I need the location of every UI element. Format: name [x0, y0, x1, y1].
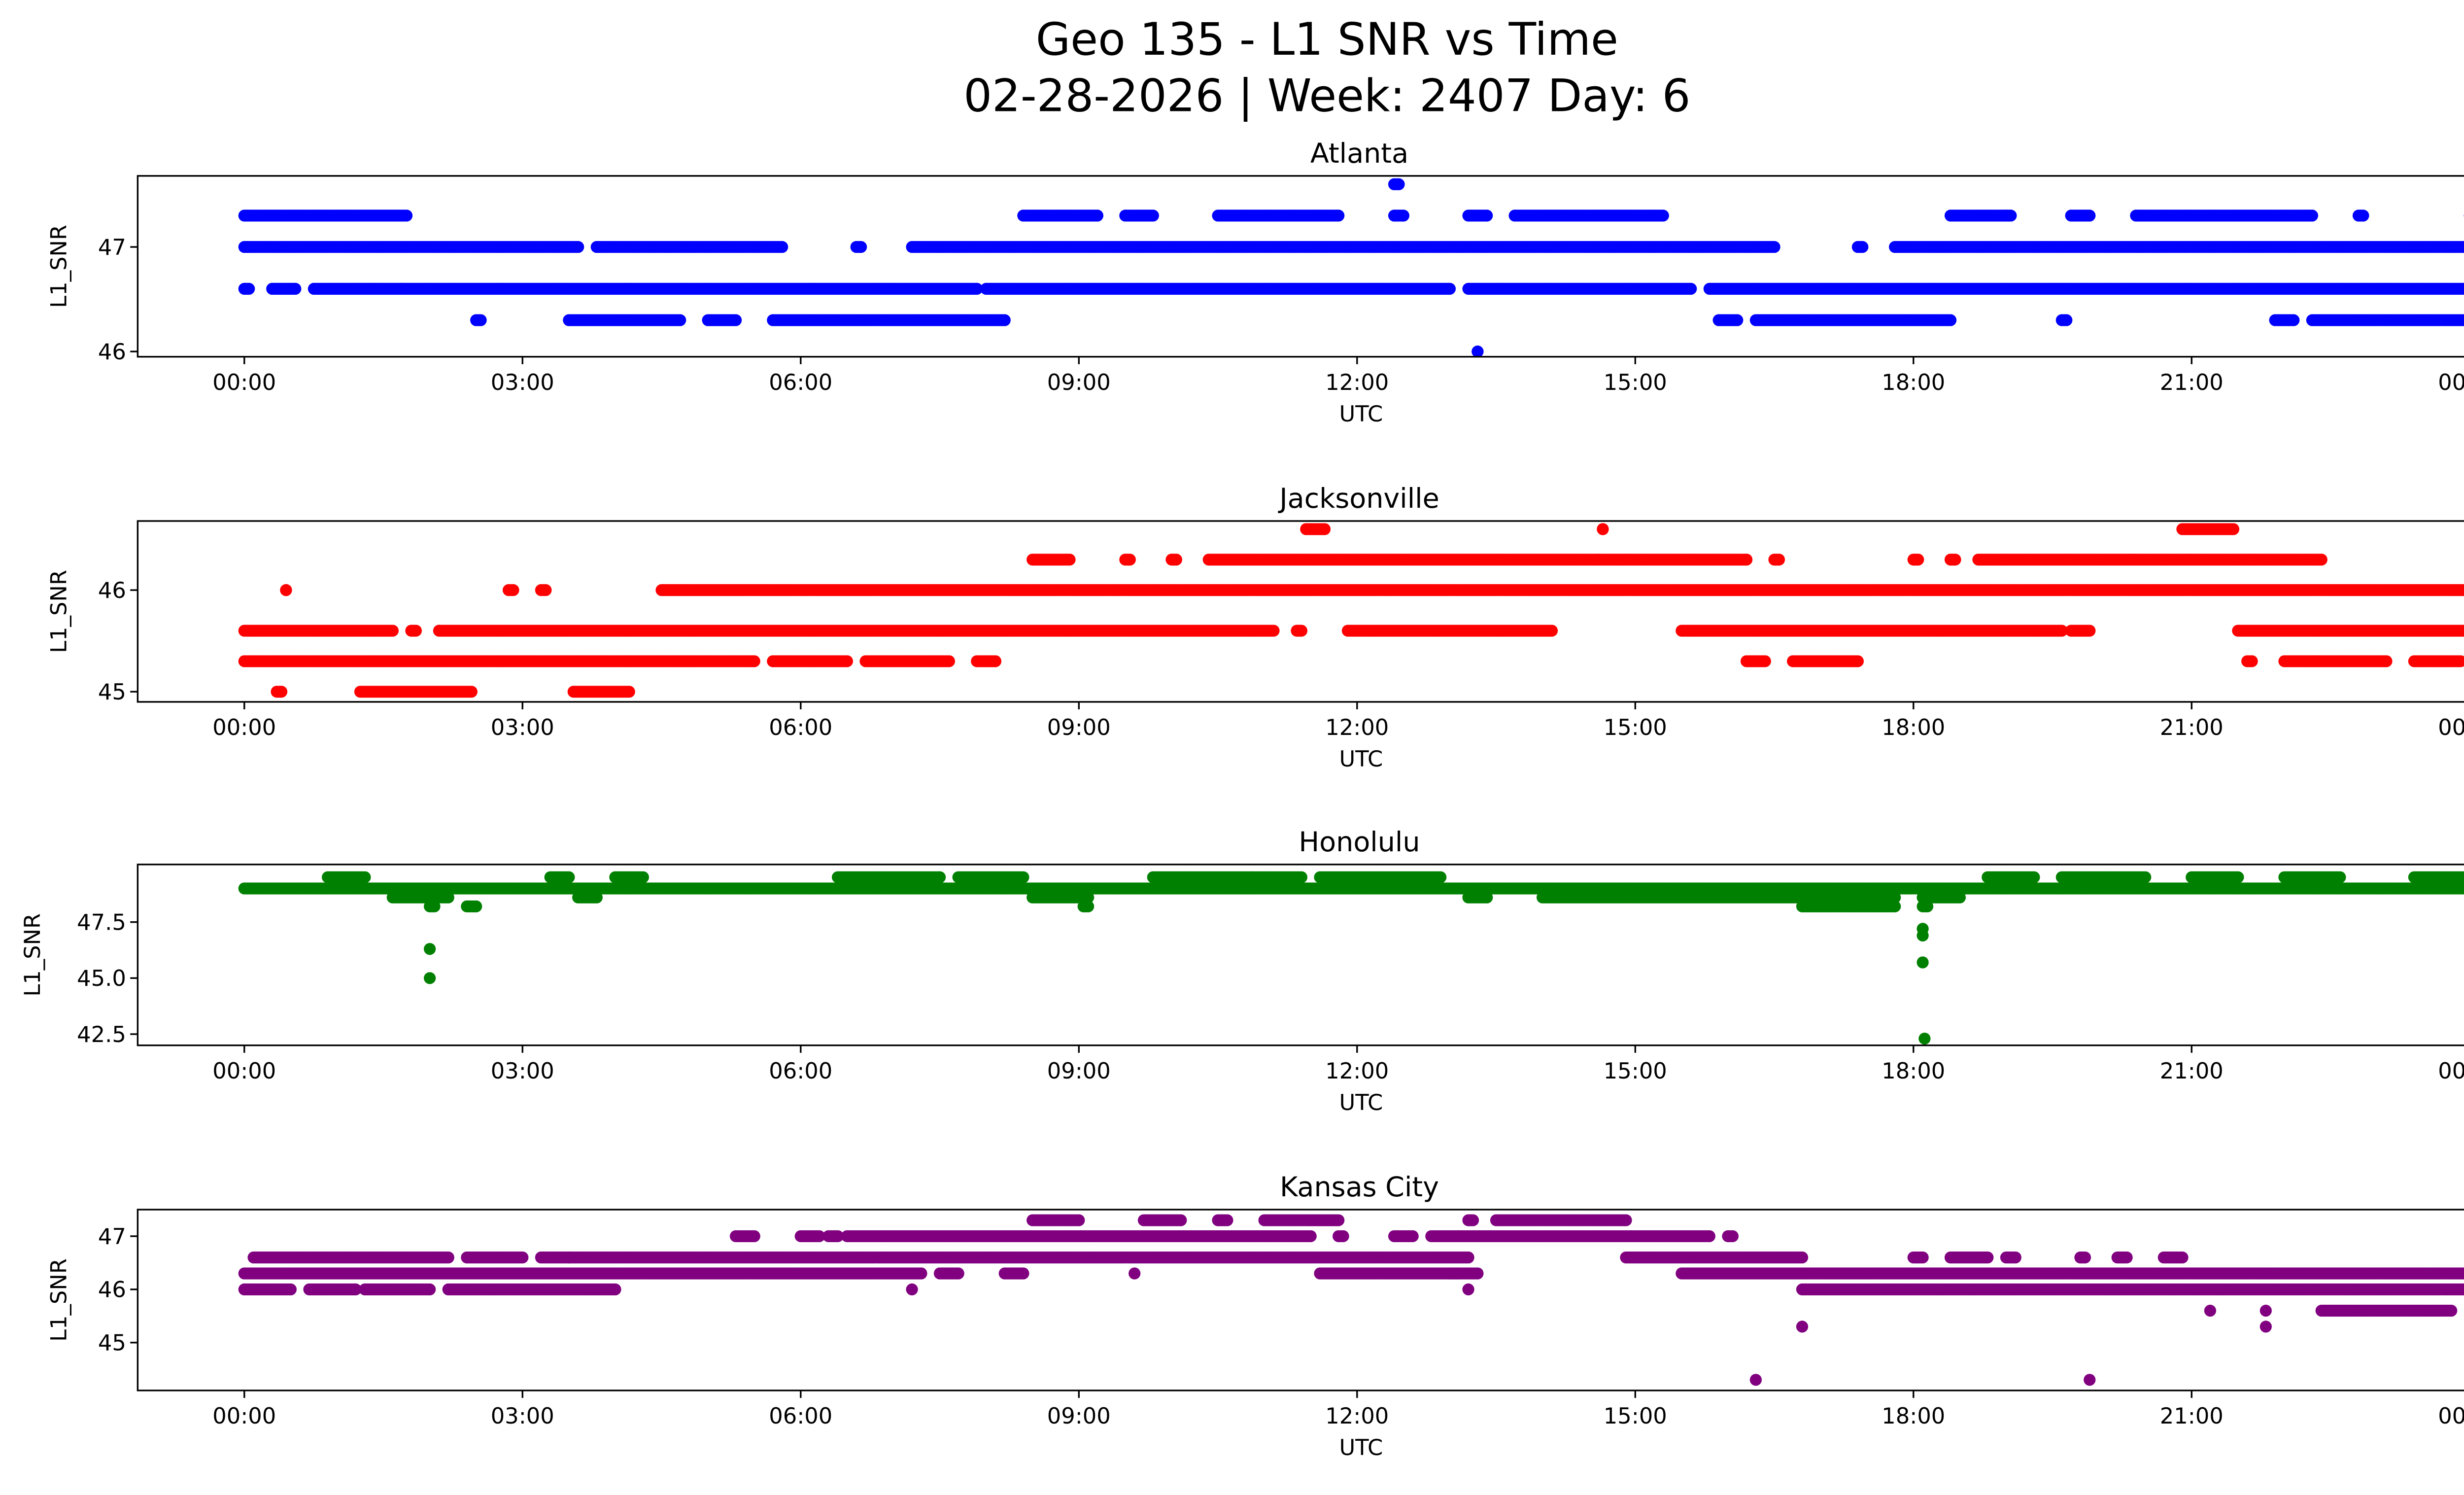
- data-point: [1333, 209, 1345, 222]
- figure-title: Geo 135 - L1 SNR vs Time: [1036, 14, 1618, 66]
- data-point: [1481, 209, 1493, 222]
- data-point: [280, 584, 292, 596]
- data-point: [1740, 554, 1753, 566]
- data-point: [243, 282, 255, 295]
- subplot-title: Atlanta: [1310, 138, 1408, 170]
- x-tick-label: 06:00: [769, 369, 832, 395]
- data-point: [1063, 554, 1076, 566]
- data-point: [1318, 523, 1331, 535]
- data-point: [1393, 178, 1405, 190]
- data-point: [507, 584, 519, 596]
- data-point: [1657, 209, 1669, 222]
- data-point: [475, 314, 487, 326]
- x-tick-label: 15:00: [1604, 369, 1667, 395]
- x-tick-label: 00:00: [212, 369, 276, 395]
- data-point: [1944, 314, 1957, 326]
- x-tick-label: 18:00: [1882, 369, 1945, 395]
- data-point: [410, 625, 422, 637]
- data-point: [572, 241, 584, 253]
- subplot-title: Jacksonville: [1278, 483, 1439, 515]
- data-point: [289, 282, 302, 295]
- data-point: [729, 314, 742, 326]
- subplot-atlanta: Atlanta 00:00 03:00 06:00 09:00 12:00 15:00 18:…: [46, 138, 2464, 427]
- data-point: [2060, 314, 2073, 326]
- data-point: [400, 209, 413, 222]
- y-tick-label: 47: [98, 234, 126, 260]
- data-point: [1773, 554, 1785, 566]
- data-point: [2315, 554, 2327, 566]
- x-tick-label: 12:00: [1325, 369, 1389, 395]
- subplots: Atlanta 00:00 03:00 06:00 09:00 12:00 15:00 18:…: [19, 138, 2464, 1460]
- data-point: [2005, 209, 2017, 222]
- data-point: [1397, 209, 1409, 222]
- data-point: [1856, 241, 1869, 253]
- data-point: [1091, 209, 1104, 222]
- data-point: [2288, 314, 2300, 326]
- data-point: [674, 314, 686, 326]
- x-axis-label: UTC: [1339, 401, 1383, 427]
- data-point: [1949, 554, 1961, 566]
- data-point: [1472, 346, 1484, 358]
- figure-subtitle: 02-28-2026 | Week: 2407 Day: 6: [963, 70, 1690, 122]
- x-tick-label: 09:00: [1047, 369, 1111, 395]
- data-point: [386, 625, 399, 637]
- data-point: [1170, 554, 1182, 566]
- data-point: [1443, 282, 1456, 295]
- data-point: [1124, 554, 1136, 566]
- data-point: [2357, 209, 2369, 222]
- data-point: [776, 241, 788, 253]
- scatter-points: [238, 178, 2464, 358]
- x-tick-label: 21:00: [2160, 369, 2224, 395]
- data-point: [1685, 282, 1697, 295]
- x-tick-label: 03:00: [491, 369, 554, 395]
- data-point: [1147, 209, 1159, 222]
- data-point: [2306, 209, 2319, 222]
- data-point: [1768, 241, 1780, 253]
- y-tick-label: 46: [98, 339, 126, 365]
- data-point: [2227, 523, 2240, 535]
- data-point: [998, 314, 1011, 326]
- y-axis-label: L1_SNR: [46, 225, 72, 308]
- data-point: [855, 241, 867, 253]
- data-point: [1731, 314, 1744, 326]
- data-point: [2084, 209, 2096, 222]
- data-point: [1597, 523, 1609, 535]
- data-point: [1912, 554, 1924, 566]
- data-point: [540, 584, 552, 596]
- x-tick-label: 00:00: [2438, 369, 2464, 395]
